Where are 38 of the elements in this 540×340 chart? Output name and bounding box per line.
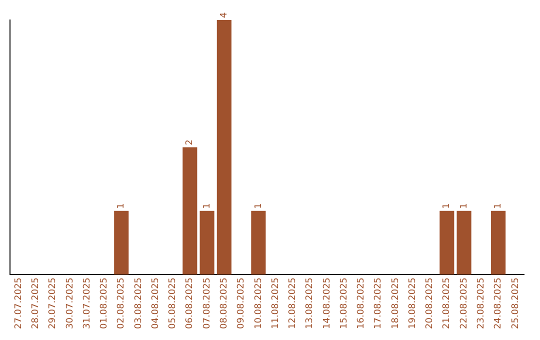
x-tick-label: 18.08.2025 <box>390 277 401 329</box>
x-tick-label: 27.07.2025 <box>14 277 24 329</box>
data-label: 1 <box>254 203 264 209</box>
x-tick-label: 06.08.2025 <box>185 277 196 329</box>
x-tick-label: 05.08.2025 <box>168 277 178 329</box>
x-tick-label: 23.08.2025 <box>476 277 487 329</box>
x-tick-label: 02.08.2025 <box>116 277 127 329</box>
x-tick-label: 15.08.2025 <box>339 277 350 329</box>
x-tick-label: 04.08.2025 <box>150 277 161 329</box>
x-tick-label: 01.08.2025 <box>100 277 110 329</box>
data-label: 2 <box>185 140 196 146</box>
x-tick-label: 16.08.2025 <box>356 277 367 329</box>
x-tick-label: 25.08.2025 <box>510 277 521 329</box>
data-label: 4 <box>220 12 230 18</box>
x-tick-label: 31.07.2025 <box>82 277 92 329</box>
x-tick-label: 21.08.2025 <box>442 277 452 329</box>
x-tick-label: 10.08.2025 <box>254 277 264 329</box>
x-tick-label: 22.08.2025 <box>459 277 470 329</box>
x-tick-label: 03.08.2025 <box>134 277 144 329</box>
x-tick-label: 08.08.2025 <box>220 277 230 329</box>
x-tick-label: 11.08.2025 <box>270 277 281 329</box>
x-tick-label: 12.08.2025 <box>288 277 298 329</box>
x-tick-label: 09.08.2025 <box>236 277 247 329</box>
x-tick-label: 30.07.2025 <box>65 277 76 329</box>
x-tick-label: 28.07.2025 <box>31 277 42 329</box>
data-label: 1 <box>202 203 212 209</box>
data-label: 1 <box>442 203 452 209</box>
x-tick-label: 14.08.2025 <box>322 277 332 329</box>
x-tick-label: 29.07.2025 <box>48 277 58 329</box>
x-tick-label: 07.08.2025 <box>202 277 212 329</box>
data-label: 1 <box>494 203 504 209</box>
x-tick-label: 19.08.2025 <box>408 277 418 329</box>
x-tick-label: 13.08.2025 <box>305 277 316 329</box>
data-label: 1 <box>459 203 470 209</box>
x-tick-label: 17.08.2025 <box>374 277 384 329</box>
x-tick-label: 24.08.2025 <box>494 277 504 329</box>
x-tick-label: 20.08.2025 <box>425 277 436 329</box>
data-label: 1 <box>116 203 127 209</box>
